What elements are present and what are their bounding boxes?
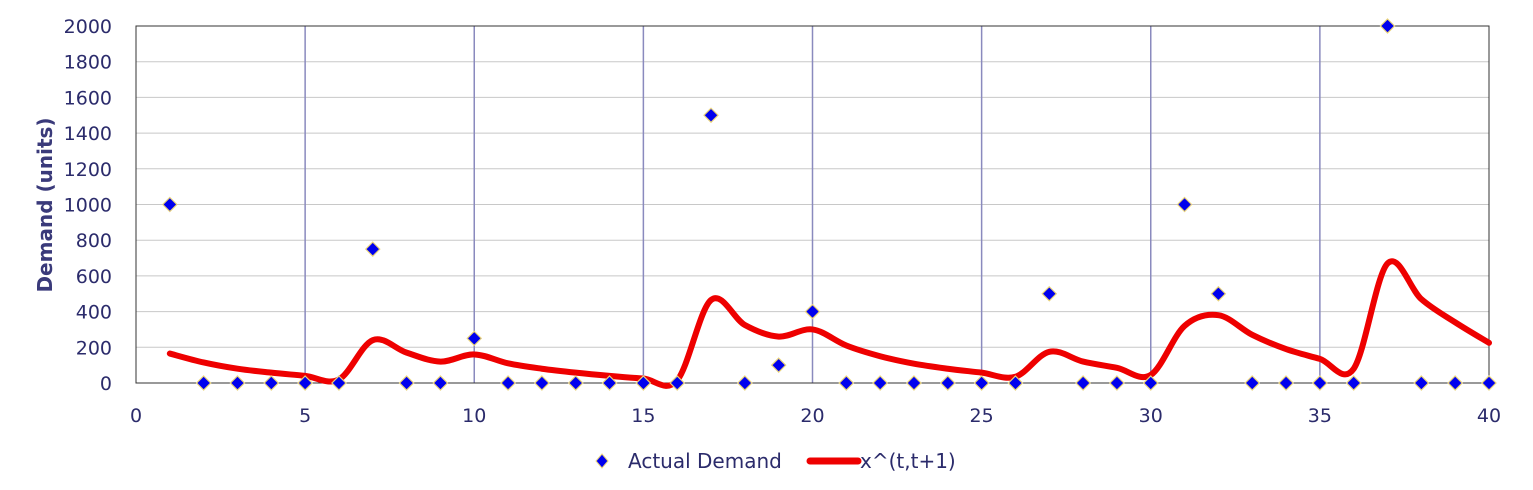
actual-demand-point (939, 375, 956, 391)
legend-marker-actual-demand (595, 453, 609, 469)
actual-demand-point (1007, 375, 1024, 391)
actual-demand-point (838, 375, 855, 391)
actual-demand-point (297, 375, 313, 391)
actual-demand-point (973, 375, 990, 391)
actual-demand-point (1244, 375, 1261, 391)
actual-demand-point (1210, 285, 1227, 302)
actual-demand-point (635, 375, 652, 391)
actual-demand-point (1413, 375, 1430, 391)
actual-demand-point (770, 357, 787, 373)
x-axis-ticks: 0 5 10 15 20 25 30 35 40 (130, 405, 1501, 427)
y-axis-label: Demand (units) (33, 117, 57, 292)
y-tick-label: 400 (76, 302, 112, 324)
legend-label-actual-demand: Actual Demand (628, 449, 782, 473)
actual-demand-point (1312, 375, 1328, 391)
y-tick-label: 800 (76, 230, 112, 252)
actual-demand-point (1379, 18, 1396, 34)
actual-demand-point (703, 107, 719, 124)
actual-demand-point (500, 375, 516, 391)
actual-demand-point (432, 375, 449, 391)
grid-lines (136, 26, 1489, 383)
y-tick-label: 200 (76, 337, 112, 359)
actual-demand-point (466, 330, 483, 347)
x-tick-label: 35 (1308, 405, 1332, 427)
actual-demand-point (195, 375, 212, 391)
actual-demand-point (398, 375, 415, 391)
actual-demand-point (567, 375, 584, 391)
actual-demand-point (601, 375, 618, 391)
actual-demand-point (161, 196, 178, 213)
y-tick-label: 1400 (64, 123, 112, 145)
y-tick-label: 600 (76, 266, 112, 288)
actual-demand-point (1109, 375, 1125, 391)
x-tick-label: 15 (631, 405, 655, 427)
actual-demand-point (1041, 285, 1058, 302)
y-tick-label: 0 (100, 373, 112, 395)
actual-demand-point (1447, 375, 1464, 391)
x-tick-label: 25 (970, 405, 994, 427)
actual-demand-series (161, 18, 1497, 391)
legend: Actual Demand x^(t,t+1) (595, 449, 956, 473)
actual-demand-point (1345, 375, 1362, 391)
x-tick-label: 30 (1139, 405, 1163, 427)
forecast-series (166, 258, 1492, 389)
actual-demand-point (872, 375, 888, 391)
x-tick-label: 20 (800, 405, 824, 427)
x-tick-label: 0 (130, 405, 142, 427)
actual-demand-point (534, 375, 550, 391)
y-axis-ticks: 0 200 400 600 800 1000 1200 1400 1600 1800 2000 (64, 16, 112, 395)
y-tick-label: 1800 (64, 52, 112, 74)
y-tick-label: 1000 (64, 195, 112, 217)
actual-demand-point (364, 241, 381, 257)
actual-demand-point (804, 303, 821, 320)
actual-demand-point (263, 375, 280, 391)
actual-demand-point (906, 375, 922, 391)
y-tick-label: 2000 (64, 16, 112, 38)
actual-demand-point (737, 375, 753, 391)
actual-demand-point (1075, 375, 1091, 391)
legend-label-forecast: x^(t,t+1) (860, 449, 956, 473)
y-tick-label: 1200 (64, 159, 112, 181)
x-tick-label: 10 (462, 405, 486, 427)
plot-area-border (135, 25, 1490, 384)
actual-demand-point (1481, 375, 1497, 391)
actual-demand-point (1142, 375, 1159, 391)
y-tick-label: 1600 (64, 87, 112, 109)
actual-demand-point (1278, 375, 1294, 391)
actual-demand-point (669, 375, 686, 391)
actual-demand-point (1176, 196, 1193, 213)
actual-demand-point (331, 375, 347, 391)
x-tick-label: 5 (299, 405, 311, 427)
x-tick-label: 40 (1477, 405, 1501, 427)
forecast-line (166, 258, 1492, 389)
actual-demand-point (229, 375, 246, 391)
